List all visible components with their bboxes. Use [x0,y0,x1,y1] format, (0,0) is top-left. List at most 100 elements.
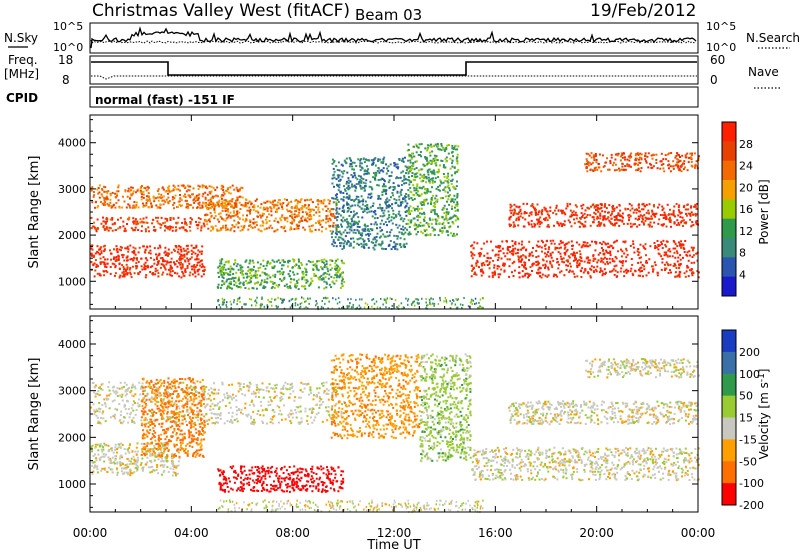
echo-cell [623,275,626,278]
echo-cell [157,193,160,196]
echo-cell [280,267,283,270]
echo-cell [287,265,289,268]
echo-cell [132,246,135,249]
echo-region [470,239,700,279]
echo-cell [612,241,615,244]
echo-cell [380,161,383,164]
echo-cell [451,162,454,165]
echo-cell [153,197,156,200]
echo-cell [635,157,638,160]
echo-cell [442,189,445,191]
echo-cell [646,261,648,264]
echo-cell [580,276,583,278]
echo-cell [262,265,265,267]
echo-cell [603,223,606,226]
echo-cell [361,238,364,241]
echo-cell [290,215,293,218]
echo-cell [573,218,575,221]
echo-cell [522,265,525,268]
echo-cell [660,241,663,244]
echo-cell [393,187,396,190]
echo-cell [657,248,660,251]
echo-cell [346,171,349,174]
echo-cell [162,195,165,198]
echo-cell [202,273,205,276]
echo-cell [611,222,613,225]
echo-cell [328,217,331,220]
echo-cell [342,246,345,249]
echo-cell [170,257,173,260]
echo-cell [415,226,418,229]
echo-cell [481,264,483,267]
echo-cell [596,265,599,268]
echo-cell [337,271,340,274]
echo-cell [446,230,449,233]
echo-cell [190,253,193,256]
echo-cell [237,268,240,271]
echo-cell [392,194,395,197]
echo-cell [338,230,341,233]
echo-cell [209,211,212,214]
echo-cell [576,251,578,254]
echo-cell [443,227,446,230]
scatter-cell [451,302,453,305]
echo-cell [544,217,547,220]
echo-cell [676,165,679,167]
echo-cell [238,188,241,191]
echo-cell [593,159,596,162]
scatter-cell [425,307,427,310]
echo-cell [381,219,383,222]
echo-cell [676,260,679,263]
echo-cell [644,247,647,250]
echo-cell [403,217,406,220]
echo-cell [639,266,642,269]
echo-cell [376,184,379,187]
echo-cell [683,251,686,253]
echo-cell [489,257,492,260]
echo-cell [341,164,344,167]
echo-cell [184,193,186,196]
echo-cell [677,274,680,277]
echo-cell [454,187,457,190]
echo-cell [425,176,428,178]
echo-cell [664,154,667,157]
echo-cell [360,158,362,161]
echo-cell [201,186,204,189]
scatter-cell [418,302,420,305]
echo-cell [196,261,199,264]
echo-cell [136,222,139,225]
scatter-cell [303,307,305,310]
echo-cell [101,450,104,453]
echo-cell [341,237,344,240]
echo-cell [268,213,270,216]
echo-cell [539,267,542,270]
echo-cell [337,265,340,268]
echo-cell [283,261,286,263]
echo-cell [680,240,683,243]
echo-cell [437,216,440,219]
echo-cell [238,189,241,192]
echo-cell [427,173,430,176]
echo-cell [654,264,657,267]
echo-cell [593,218,596,221]
echo-cell [178,252,181,255]
echo-cell [181,257,184,260]
echo-cell [357,174,360,177]
echo-cell [425,177,428,180]
echo-cell [648,258,651,261]
echo-cell [164,225,167,228]
echo-cell [642,208,645,211]
echo-cell [225,207,228,210]
echo-cell [235,271,238,274]
echo-cell [354,222,357,225]
echo-cell [122,254,125,256]
echo-cell [345,218,348,221]
echo-cell [409,205,412,208]
echo-cell [277,201,279,204]
echo-cell [274,273,277,276]
echo-cell [618,203,621,206]
echo-cell [365,179,368,182]
echo-cell [116,248,119,250]
echo-cell [361,167,364,170]
echo-cell [560,241,563,244]
